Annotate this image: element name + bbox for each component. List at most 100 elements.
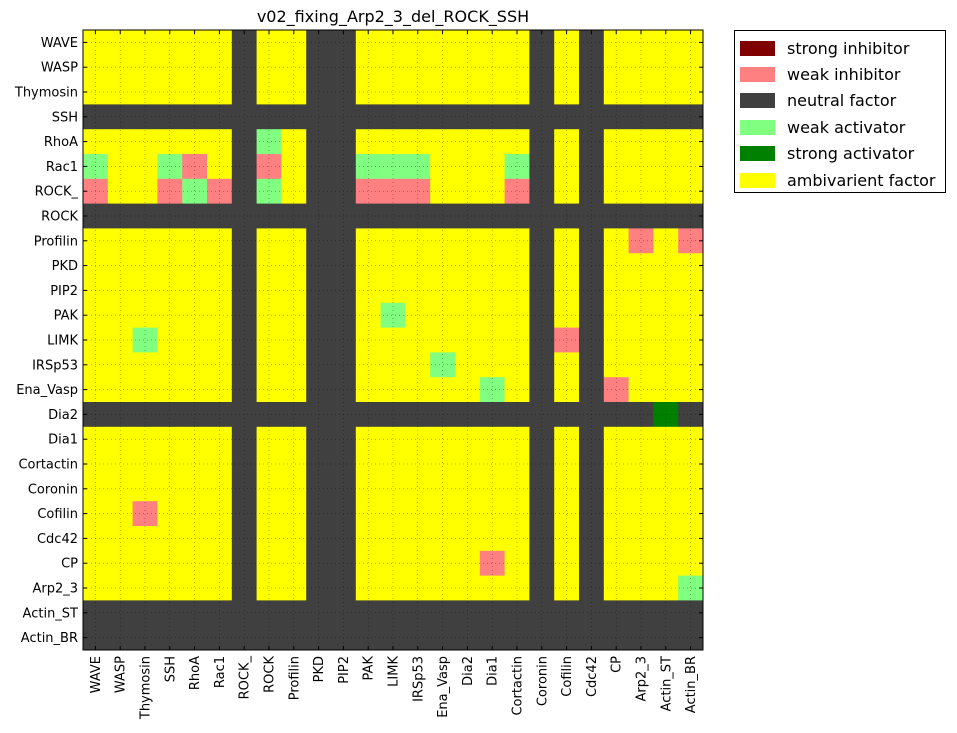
row-label: PKD bbox=[52, 259, 78, 274]
heatmap-cell bbox=[504, 327, 530, 353]
heatmap-cell bbox=[380, 352, 406, 378]
heatmap-cell bbox=[628, 451, 654, 477]
heatmap-cell bbox=[281, 327, 307, 353]
row-labels: WAVE WASP Thymosin SSH RhoA Rac1 ROCK_ ROCK Prof… bbox=[14, 36, 79, 646]
heatmap-cell bbox=[380, 104, 406, 130]
heatmap-cell bbox=[405, 575, 431, 601]
heatmap-cell bbox=[132, 203, 158, 229]
column-label: PKD bbox=[312, 656, 327, 682]
legend-item-strong-inhibitor: strong inhibitor bbox=[735, 35, 945, 61]
heatmap-cell bbox=[256, 79, 282, 105]
heatmap-cell bbox=[157, 79, 183, 105]
heatmap-cell bbox=[628, 600, 654, 626]
heatmap-cell bbox=[405, 451, 431, 477]
heatmap-cell bbox=[628, 203, 654, 229]
heatmap-cell bbox=[405, 79, 431, 105]
row-label: ROCK bbox=[41, 210, 78, 225]
column-label: Actin_ST bbox=[659, 656, 674, 712]
heatmap-cell bbox=[653, 228, 679, 254]
heatmap-cell bbox=[628, 104, 654, 130]
heatmap-cell bbox=[504, 451, 530, 477]
legend-swatch bbox=[740, 67, 775, 83]
legend-swatch bbox=[740, 146, 775, 162]
heatmap-cell bbox=[132, 79, 158, 105]
heatmap-cell bbox=[628, 476, 654, 502]
heatmap-cell bbox=[653, 203, 679, 229]
heatmap-cell bbox=[281, 228, 307, 254]
legend-label: ambivarient factor bbox=[787, 170, 936, 190]
heatmap-cell bbox=[132, 476, 158, 502]
heatmap-cell bbox=[256, 575, 282, 601]
heatmap-cell bbox=[529, 476, 555, 502]
legend-item-ambivarient-factor: ambivarient factor bbox=[735, 167, 945, 193]
column-label: Actin_BR bbox=[684, 656, 699, 713]
row-label: Dia1 bbox=[48, 433, 78, 448]
column-label: ROCK bbox=[263, 656, 278, 693]
row-label: Cortactin bbox=[18, 458, 78, 473]
row-label: PIP2 bbox=[50, 284, 78, 299]
heatmap-cell bbox=[281, 352, 307, 378]
heatmap-cell bbox=[529, 352, 555, 378]
legend-label: weak inhibitor bbox=[787, 65, 901, 85]
heatmap-cell bbox=[529, 79, 555, 105]
column-labels: WAVE WASP Thymosin SSH RhoA Rac1 ROCK_ ROCK Prof… bbox=[89, 656, 699, 721]
heatmap-cell bbox=[132, 451, 158, 477]
row-label: SSH bbox=[52, 110, 78, 125]
heatmap-cell bbox=[504, 600, 530, 626]
heatmap-cell bbox=[653, 352, 679, 378]
heatmap-cell bbox=[405, 104, 431, 130]
heatmap-cell bbox=[504, 575, 530, 601]
heatmap-cell bbox=[256, 451, 282, 477]
heatmap-cell bbox=[281, 476, 307, 502]
row-label: Ena_Vasp bbox=[16, 383, 78, 398]
column-label: Dia2 bbox=[461, 656, 476, 686]
heatmap-cell bbox=[157, 476, 183, 502]
row-label: Arp2_3 bbox=[32, 582, 78, 597]
plot-frame bbox=[82, 29, 704, 651]
row-label: CP bbox=[61, 557, 78, 572]
row-label: WAVE bbox=[41, 36, 78, 51]
heatmap-cell bbox=[281, 575, 307, 601]
column-label: PIP2 bbox=[337, 656, 352, 684]
heatmap-cell bbox=[380, 228, 406, 254]
heatmap-cell bbox=[281, 79, 307, 105]
column-label: Rac1 bbox=[213, 656, 228, 688]
heatmap-cell bbox=[132, 327, 158, 353]
column-label: Ena_Vasp bbox=[436, 656, 451, 718]
heatmap-cell bbox=[653, 600, 679, 626]
legend-swatch bbox=[740, 172, 775, 188]
column-label: WAVE bbox=[89, 656, 104, 693]
row-label: Cdc42 bbox=[37, 532, 78, 547]
heatmap-cell bbox=[529, 575, 555, 601]
heatmap-cell bbox=[504, 104, 530, 130]
column-label: Coronin bbox=[535, 656, 550, 706]
column-label: Cofilin bbox=[560, 656, 575, 697]
column-label: Thymosin bbox=[139, 656, 154, 720]
heatmap-cell bbox=[628, 228, 654, 254]
heatmap-cell bbox=[653, 79, 679, 105]
heatmap-cell bbox=[653, 104, 679, 130]
column-label: RhoA bbox=[188, 656, 203, 690]
row-label: Thymosin bbox=[14, 86, 78, 101]
heatmap-cell bbox=[504, 79, 530, 105]
heatmap-cell bbox=[157, 575, 183, 601]
heatmap-cell bbox=[628, 327, 654, 353]
heatmap-cell bbox=[256, 104, 282, 130]
heatmap-cell bbox=[157, 327, 183, 353]
heatmap-cell bbox=[405, 476, 431, 502]
chart-title: v02_fixing_Arp2_3_del_ROCK_SSH bbox=[257, 7, 529, 27]
row-label: LIMK bbox=[47, 334, 78, 349]
heatmap-cell bbox=[157, 228, 183, 254]
row-label: Profilin bbox=[34, 234, 78, 249]
row-label: WASP bbox=[41, 61, 78, 76]
heatmap-cell bbox=[405, 327, 431, 353]
heatmap-cell bbox=[157, 352, 183, 378]
legend-swatch bbox=[740, 40, 775, 56]
column-label: Cortactin bbox=[511, 656, 526, 716]
legend-item-strong-activator: strong activator bbox=[735, 141, 945, 167]
heatmap-cell bbox=[380, 79, 406, 105]
column-label: IRSp53 bbox=[411, 656, 426, 702]
heatmap-cell bbox=[256, 352, 282, 378]
column-label: CP bbox=[610, 656, 625, 673]
row-label: RhoA bbox=[44, 135, 78, 150]
